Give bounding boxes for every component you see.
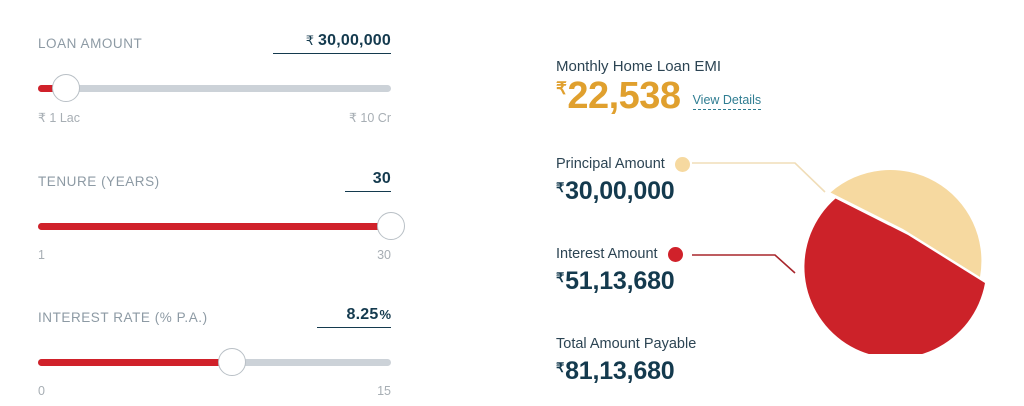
interest-rate-track-area[interactable] — [38, 346, 391, 380]
rupee-icon: ₹ — [556, 360, 565, 375]
loan-amount-fill — [38, 85, 67, 92]
interest-rate-min-label: 0 — [38, 384, 45, 398]
view-details-link[interactable]: View Details — [692, 93, 762, 110]
loan-amount-max-label: ₹ 10 Cr — [349, 111, 391, 125]
loan-amount-slider-group: LOAN AMOUNT ₹ 30,00,000 ₹ 1 Lac ₹ 10 Cr — [38, 32, 391, 128]
interest-rate-fill — [38, 359, 233, 366]
tenure-header: TENURE (YEARS) 30 — [38, 170, 391, 198]
interest-legend-dot-icon — [667, 246, 683, 262]
emi-value-row: ₹ 22,538 View Details — [556, 77, 816, 115]
loan-amount-header: LOAN AMOUNT ₹ 30,00,000 — [38, 32, 391, 60]
interest-rate-header: INTEREST RATE (% P.A.) 8.25 % — [38, 306, 391, 334]
tenure-min-label: 1 — [38, 248, 45, 262]
loan-amount-handle[interactable] — [52, 74, 81, 102]
interest-rate-value: 8.25 — [346, 306, 379, 323]
tenure-handle[interactable] — [377, 212, 405, 240]
interest-rate-max-label: 15 — [377, 384, 391, 398]
interest-caption: Interest Amount — [556, 246, 658, 262]
results-panel: Monthly Home Loan EMI ₹ 22,538 View Deta… — [470, 0, 1024, 406]
interest-caption-row: Interest Amount — [556, 245, 806, 263]
rupee-icon: ₹ — [556, 79, 567, 98]
emi-caption: Monthly Home Loan EMI — [556, 58, 722, 75]
tenure-track-area[interactable] — [38, 210, 405, 244]
principal-caption: Principal Amount — [556, 156, 665, 172]
total-caption: Total Amount Payable — [556, 336, 697, 352]
interest-rate-range-labels: 0 15 — [38, 384, 391, 402]
total-caption-row: Total Amount Payable — [556, 335, 806, 353]
loan-amount-range-labels: ₹ 1 Lac ₹ 10 Cr — [38, 110, 391, 128]
rupee-icon: ₹ — [305, 33, 315, 48]
principal-caption-row: Principal Amount — [556, 155, 806, 173]
rupee-icon: ₹ — [556, 270, 565, 285]
principal-amount: ₹ 30,00,000 — [556, 179, 806, 204]
total-amount-number: 81,13,680 — [565, 357, 675, 385]
pie-slice-interest — [804, 198, 985, 354]
emi-amount: ₹ 22,538 — [556, 77, 681, 115]
interest-amount: ₹ 51,13,680 — [556, 269, 806, 294]
interest-rate-label: INTEREST RATE (% P.A.) — [38, 310, 208, 325]
interest-rate-handle[interactable] — [218, 348, 247, 376]
tenure-value: 30 — [372, 170, 391, 187]
interest-rate-slider-group: INTEREST RATE (% P.A.) 8.25 % 0 15 — [38, 306, 391, 402]
pie-slice-principal — [830, 169, 982, 277]
loan-amount-label: LOAN AMOUNT — [38, 36, 143, 51]
emi-summary: Monthly Home Loan EMI ₹ 22,538 View Deta… — [556, 58, 816, 115]
pie-chart — [804, 169, 985, 354]
loan-amount-value: 30,00,000 — [318, 32, 391, 49]
loan-amount-track-area[interactable] — [38, 72, 391, 106]
tenure-value-field[interactable]: 30 — [345, 170, 391, 192]
tenure-label: TENURE (YEARS) — [38, 174, 160, 189]
principal-amount-item: Principal Amount ₹ 30,00,000 — [556, 155, 806, 204]
tenure-range-labels: 1 30 — [38, 248, 391, 266]
principal-amount-number: 30,00,000 — [565, 177, 675, 205]
tenure-max-label: 30 — [377, 248, 391, 262]
calculator-inputs-panel: LOAN AMOUNT ₹ 30,00,000 ₹ 1 Lac ₹ 10 Cr … — [0, 0, 470, 406]
loan-amount-value-field[interactable]: ₹ 30,00,000 — [273, 32, 391, 54]
interest-amount-item: Interest Amount ₹ 51,13,680 — [556, 245, 806, 294]
loan-amount-min-label: ₹ 1 Lac — [38, 111, 81, 125]
rupee-icon: ₹ — [556, 180, 565, 195]
loan-amount-track[interactable] — [38, 85, 391, 92]
interest-rate-value-field[interactable]: 8.25 % — [317, 306, 391, 328]
percent-sign: % — [379, 307, 391, 322]
principal-legend-dot-icon — [674, 156, 690, 172]
tenure-slider-group: TENURE (YEARS) 30 1 30 — [38, 170, 405, 266]
tenure-fill — [38, 223, 391, 230]
total-amount-item: Total Amount Payable ₹ 81,13,680 — [556, 335, 806, 384]
emi-amount-number: 22,538 — [567, 75, 681, 117]
interest-amount-number: 51,13,680 — [565, 267, 675, 295]
total-amount: ₹ 81,13,680 — [556, 359, 806, 384]
